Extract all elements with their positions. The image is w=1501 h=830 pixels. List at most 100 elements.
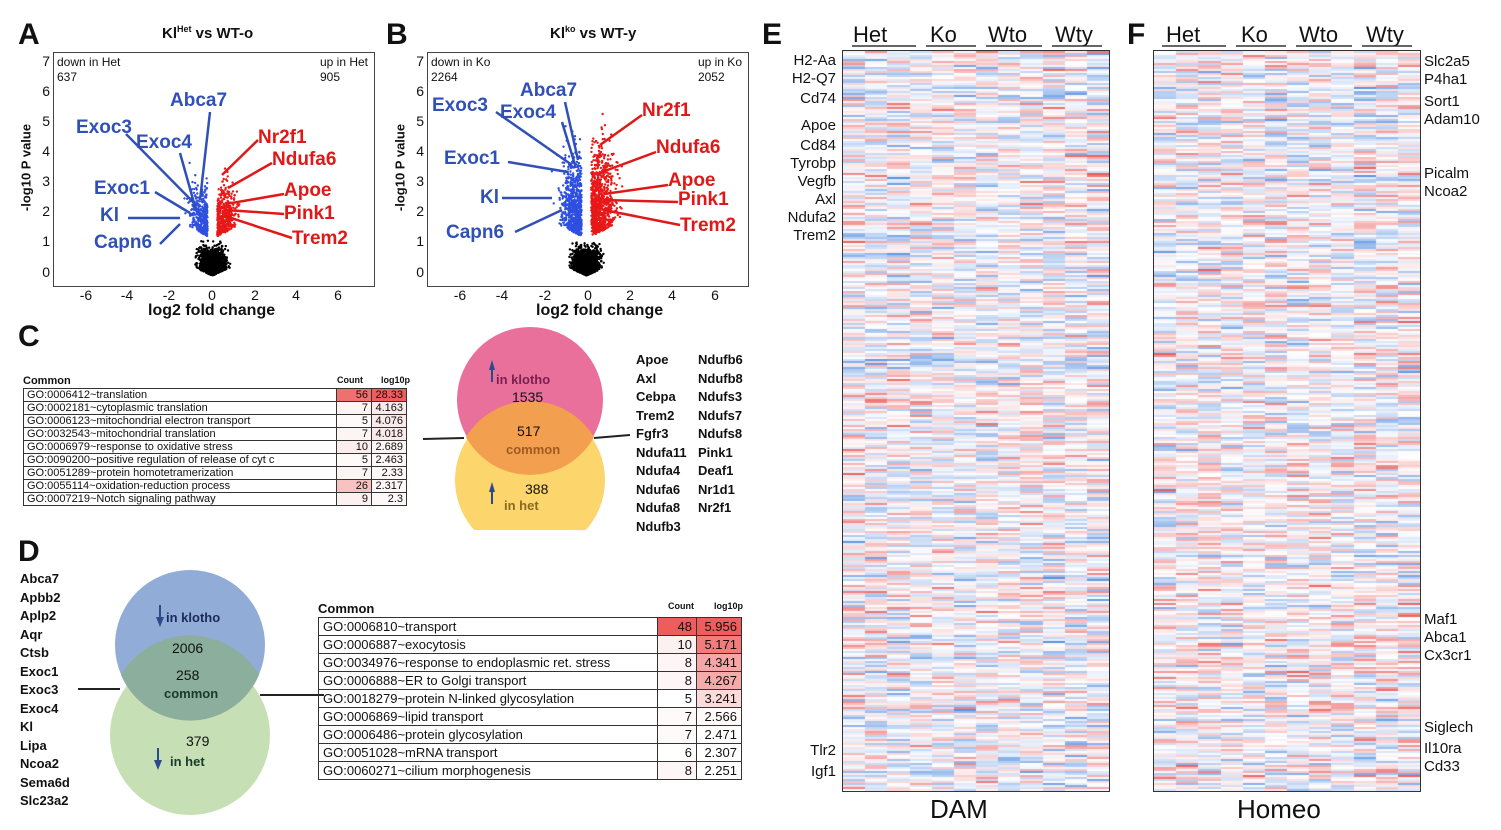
gene-label: Apoe <box>800 117 836 134</box>
venn-d <box>78 570 324 815</box>
gene-item: Abca7 <box>20 571 60 586</box>
xtick: 0 <box>584 287 592 303</box>
ytick: 6 <box>42 83 50 99</box>
go-term: GO:0051028~mRNA transport <box>318 743 658 762</box>
xtick: -6 <box>79 287 93 303</box>
volcano-a-points <box>183 161 243 277</box>
table-row: GO:0032543~mitochondrial translation 7 4.0… <box>23 427 407 441</box>
panel-label-a: A <box>18 18 40 51</box>
go-logp: 2.3 <box>371 492 407 506</box>
go-term: GO:0006810~transport <box>318 617 658 636</box>
gene-item: Exoc3 <box>20 682 59 697</box>
gene-item: Ndufs7 <box>698 407 743 423</box>
go-logp: 28.33 <box>371 388 407 402</box>
gene-label: Sort1 <box>1424 93 1460 110</box>
gene-label: Ndufa6 <box>272 149 337 170</box>
go-table-c: Common Count log10p GO:0006412~translati… <box>23 375 410 506</box>
group-underlines-f <box>1162 45 1412 47</box>
go-count: 5 <box>336 414 372 428</box>
group-wty-f: Wty <box>1366 22 1404 47</box>
table-row: GO:0006486~protein glycosylation 7 2.471 <box>318 725 742 744</box>
go-header-label: Common <box>23 375 71 387</box>
go-term: GO:0006412~translation <box>23 388 337 402</box>
venn-d-overlap <box>121 635 259 721</box>
table-row: GO:0006979~response to oxidative stress 1… <box>23 440 407 454</box>
xtick: -2 <box>162 287 176 303</box>
go-term: GO:0002181~cytoplasmic translation <box>23 401 337 415</box>
group-het-f: Het <box>1166 22 1201 47</box>
table-row: GO:0060271~cilium morphogenesis 8 2.251 <box>318 761 742 780</box>
gene-item: Exoc4 <box>20 700 59 716</box>
xtick: -4 <box>495 287 509 303</box>
group-wty-e: Wty <box>1055 22 1093 47</box>
gene-label: Apoe <box>284 180 332 201</box>
gene-label: Kl <box>480 187 499 208</box>
gene-item: Ndufb3 <box>636 518 681 534</box>
xtick: -4 <box>120 287 134 303</box>
annotation-lines-a <box>125 111 293 245</box>
ytick: 2 <box>42 203 50 219</box>
volcano-a-plot: down in Het 637 up in Het 905 <box>53 52 375 287</box>
table-row: GO:0055114~oxidation-reduction process 26… <box>23 479 407 493</box>
down-het-label: down in Het 637 <box>57 55 120 85</box>
table-row: GO:0090200~positive regulation of releas… <box>23 453 407 467</box>
homeo-genes-mid: Picalm Ncoa2 <box>1424 165 1469 201</box>
gene-item: Nr2f1 <box>698 500 732 515</box>
table-row: GO:0018279~protein N-linked glycosylatio… <box>318 689 742 708</box>
up-arrow-icon <box>489 482 495 504</box>
go-logp: 4.163 <box>371 401 407 415</box>
go-term: GO:0032543~mitochondrial translation <box>23 427 337 441</box>
down-ko-count: 2264 <box>431 70 458 84</box>
go-count: 5 <box>657 689 697 708</box>
panel-label-f: F <box>1127 18 1146 51</box>
table-row: GO:0006869~lipid transport 7 2.566 <box>318 707 742 726</box>
gene-label: Trem2 <box>680 215 736 236</box>
go-term: GO:0090200~positive regulation of releas… <box>23 453 337 467</box>
venn-c-common-label: common <box>506 442 561 457</box>
up-ko-label: up in Ko 2052 <box>698 55 742 85</box>
ytick: 4 <box>416 143 424 159</box>
title-b-post: vs WT-y <box>575 25 637 42</box>
group-ko-f: Ko <box>1241 22 1268 47</box>
go-logp: 2.33 <box>371 466 407 480</box>
venn-d-bottom-label: in het <box>170 754 205 769</box>
table-row: GO:0006123~mitochondrial electron transp… <box>23 414 407 428</box>
go-header-count: Count <box>337 375 363 385</box>
up-het-label: up in Het 905 <box>320 55 368 85</box>
go-count: 7 <box>657 725 697 744</box>
gene-label: Ncoa2 <box>1424 183 1468 200</box>
go-logp: 2.566 <box>696 707 742 726</box>
go-term: GO:0051289~protein homotetramerization <box>23 466 337 480</box>
up-ko-text: up in Ko <box>697 55 742 69</box>
go-count: 8 <box>657 653 697 672</box>
heatmap-dam-canvas <box>843 51 1109 791</box>
panel-label-d: D <box>18 535 40 568</box>
venn-c-bottom-count: 388 <box>525 481 549 497</box>
gene-label: Adam10 <box>1424 111 1480 128</box>
gene-label: Ndufa2 <box>787 209 836 226</box>
dam-genes-bottom: Tlr2 Igf1 <box>780 742 836 781</box>
go-logp: 5.171 <box>696 635 742 654</box>
gene-item: Ctsb <box>20 645 49 660</box>
gene-label: H2-Aa <box>793 52 836 69</box>
up-ko-count: 2052 <box>697 70 725 84</box>
table-row: GO:0007219~Notch signaling pathway 9 2.3 <box>23 492 407 506</box>
ytick: 7 <box>416 53 424 69</box>
gene-item: Fgfr3 <box>636 426 669 441</box>
down-arrow-icon <box>154 748 162 770</box>
go-term: GO:0060271~cilium morphogenesis <box>318 761 658 780</box>
up-het-count: 905 <box>319 70 340 84</box>
venn-c-common-count: 517 <box>517 423 541 439</box>
table-row: GO:0051028~mRNA transport 6 2.307 <box>318 743 742 762</box>
title-a-post: vs WT-o <box>191 25 254 42</box>
gene-item: Apoe <box>636 352 669 367</box>
gene-item: Kl <box>20 719 33 734</box>
gene-item: Ndufs8 <box>698 426 743 441</box>
ytick: 1 <box>416 233 424 249</box>
go-table-c-body: GO:0006412~translation 56 28.33 GO:0002181… <box>23 388 407 506</box>
gene-label: H2-Q7 <box>791 70 836 87</box>
go-count: 10 <box>336 440 372 454</box>
heatmap-homeo-title: Homeo <box>1237 794 1321 824</box>
volcano-b-plot: down in Ko 2264 up in Ko 2052 <box>427 52 749 287</box>
gene-label: Exoc3 <box>432 95 488 116</box>
